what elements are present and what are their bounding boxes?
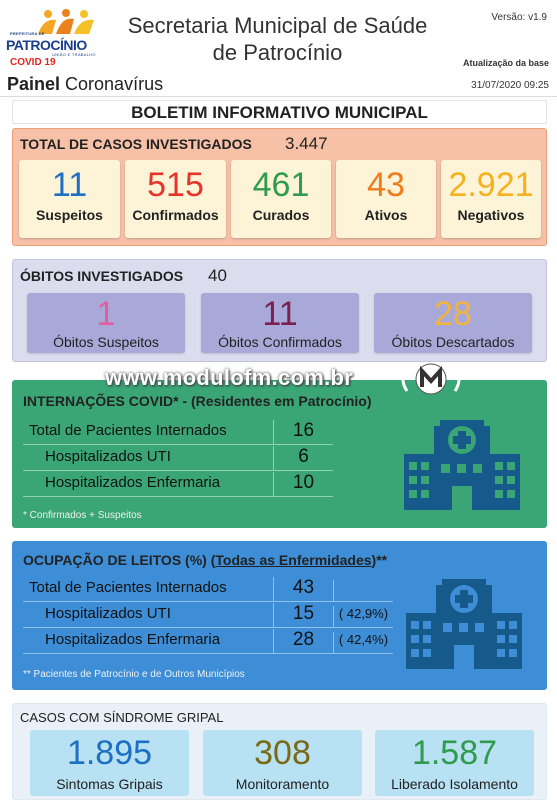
update-label: Atualização da base xyxy=(462,58,549,68)
obitos-total: 40 xyxy=(208,266,227,285)
card-obitos-confirmados-value: 11 xyxy=(262,295,298,333)
leitos-row-label: Total de Pacientes Internados xyxy=(29,579,227,596)
card-negativos-value: 2.921 xyxy=(448,166,534,204)
card-confirmados-label: Confirmados xyxy=(132,207,219,223)
hospital-icon xyxy=(404,420,520,510)
page-title: Secretaria Municipal de Saúde de Patrocí… xyxy=(100,12,455,66)
watermark-text: www.modulofm.com.br xyxy=(105,365,354,390)
leitos-title-a: OCUPAÇÃO DE LEITOS (%) ( xyxy=(23,552,216,568)
watermark: www.modulofm.com.br xyxy=(0,362,557,396)
table-row: Total de Pacientes Internados 43 xyxy=(23,576,393,602)
card-monitoramento-value: 308 xyxy=(254,734,311,772)
card-negativos-label: Negativos xyxy=(457,207,525,223)
card-confirmados-value: 515 xyxy=(147,166,204,204)
obitos-panel: ÓBITOS INVESTIGADOS 40 1 Óbitos Suspeito… xyxy=(12,259,547,362)
logo-tagline: UNIÃO E TRABALHO xyxy=(52,52,96,57)
table-row: Total de Pacientes Internados 16 xyxy=(23,419,333,445)
internacoes-title: INTERNAÇÕES COVID* - (Residentes em Patr… xyxy=(23,393,372,409)
card-obitos-confirmados[interactable]: 11 Óbitos Confirmados xyxy=(201,293,359,353)
card-suspeitos[interactable]: 11 Suspeitos xyxy=(19,160,120,238)
leitos-row-value: 15 xyxy=(273,603,333,628)
page-title-line1: Secretaria Municipal de Saúde xyxy=(127,13,428,38)
card-monitoramento-label: Monitoramento xyxy=(235,776,330,792)
card-obitos-suspeitos-value: 1 xyxy=(96,295,116,333)
card-ativos-value: 43 xyxy=(367,166,405,204)
internacoes-note: * Confirmados + Suspeitos xyxy=(23,510,142,521)
card-obitos-confirmados-label: Óbitos Confirmados xyxy=(218,334,342,350)
leitos-note: ** Pacientes de Patrocínio e de Outros M… xyxy=(23,669,245,680)
table-row: Hospitalizados UTI 6 xyxy=(23,445,333,471)
card-suspeitos-value: 11 xyxy=(51,166,88,204)
leitos-title-b: )** xyxy=(371,552,388,568)
internacoes-table: Total de Pacientes Internados 16 Hospita… xyxy=(23,419,333,501)
header-divider xyxy=(0,96,557,97)
internacoes-row-value: 10 xyxy=(273,472,333,497)
people-logo-icon xyxy=(38,9,94,34)
card-obitos-descartados[interactable]: 28 Óbitos Descartados xyxy=(374,293,532,353)
card-sintomas-gripais[interactable]: 1.895 Sintomas Gripais xyxy=(30,730,189,796)
card-obitos-descartados-label: Óbitos Descartados xyxy=(391,334,515,350)
radio-logo-icon xyxy=(401,363,461,395)
bulletin-title: BOLETIM INFORMATIVO MUNICIPAL xyxy=(12,100,547,124)
card-sintomas-gripais-label: Sintomas Gripais xyxy=(56,776,163,792)
leitos-row-pct xyxy=(333,580,393,602)
internacoes-row-label: Hospitalizados UTI xyxy=(45,448,171,465)
card-obitos-suspeitos[interactable]: 1 Óbitos Suspeitos xyxy=(27,293,185,353)
logo-covid-text: COVID 19 xyxy=(10,57,56,68)
card-liberado-isolamento-value: 1.587 xyxy=(411,734,498,772)
version-label: Versão: v1.9 xyxy=(491,12,547,23)
leitos-title-link[interactable]: Todas as Enfermidades xyxy=(215,552,372,568)
card-negativos[interactable]: 2.921 Negativos xyxy=(441,160,541,238)
leitos-table: Total de Pacientes Internados 43 Hospita… xyxy=(23,576,393,658)
leitos-row-label: Hospitalizados Enfermaria xyxy=(45,631,221,648)
leitos-row-value: 28 xyxy=(273,629,333,654)
leitos-panel: OCUPAÇÃO DE LEITOS (%) (Todas as Enfermi… xyxy=(12,541,547,690)
table-row: Hospitalizados UTI 15 ( 42,9%) xyxy=(23,602,393,628)
leitos-row-pct: ( 42,9%) xyxy=(333,606,393,628)
leitos-row-pct: ( 42,4%) xyxy=(333,632,393,654)
card-obitos-suspeitos-label: Óbitos Suspeitos xyxy=(53,334,159,350)
sindrome-title: CASOS COM SÍNDROME GRIPAL xyxy=(20,710,224,725)
logo-city-name: PATROCÍNIO xyxy=(6,37,87,53)
card-ativos[interactable]: 43 Ativos xyxy=(336,160,436,238)
card-sintomas-gripais-value: 1.895 xyxy=(66,734,153,772)
casos-title: TOTAL DE CASOS INVESTIGADOS xyxy=(20,136,252,152)
painel-title-bold: Painel xyxy=(7,74,61,94)
update-datetime: 31/07/2020 09:25 xyxy=(471,80,549,91)
page-title-line2: de Patrocínio xyxy=(212,40,343,65)
internacoes-row-label: Total de Pacientes Internados xyxy=(29,422,227,439)
painel-title: Painel Coronavírus xyxy=(7,74,163,95)
hospital-icon xyxy=(406,579,522,669)
card-obitos-descartados-value: 28 xyxy=(434,295,472,333)
obitos-title: ÓBITOS INVESTIGADOS xyxy=(20,268,184,284)
leitos-title: OCUPAÇÃO DE LEITOS (%) (Todas as Enfermi… xyxy=(23,552,387,568)
internacoes-row-value: 16 xyxy=(273,420,333,445)
painel-title-rest: Coronavírus xyxy=(60,74,164,94)
leitos-row-label: Hospitalizados UTI xyxy=(45,605,171,622)
internacoes-row-value: 6 xyxy=(273,446,333,471)
prefeitura-logo: PREFEITURA DE PATROCÍNIO UNIÃO E TRABALH… xyxy=(4,6,100,70)
card-curados-label: Curados xyxy=(252,207,310,223)
casos-panel: TOTAL DE CASOS INVESTIGADOS 3.447 11 Sus… xyxy=(12,128,547,246)
internacoes-panel: INTERNAÇÕES COVID* - (Residentes em Patr… xyxy=(12,380,547,528)
card-suspeitos-label: Suspeitos xyxy=(36,207,103,223)
card-curados[interactable]: 461 Curados xyxy=(231,160,331,238)
sindrome-panel: CASOS COM SÍNDROME GRIPAL 1.895 Sintomas… xyxy=(12,703,547,800)
card-ativos-label: Ativos xyxy=(364,207,408,223)
leitos-row-value: 43 xyxy=(273,577,333,602)
card-curados-value: 461 xyxy=(252,166,310,204)
table-row: Hospitalizados Enfermaria 10 xyxy=(23,471,333,497)
card-confirmados[interactable]: 515 Confirmados xyxy=(125,160,226,238)
header: PREFEITURA DE PATROCÍNIO UNIÃO E TRABALH… xyxy=(0,0,557,97)
card-monitoramento[interactable]: 308 Monitoramento xyxy=(203,730,362,796)
card-liberado-isolamento[interactable]: 1.587 Liberado Isolamento xyxy=(375,730,534,796)
table-row: Hospitalizados Enfermaria 28 ( 42,4%) xyxy=(23,628,393,654)
card-liberado-isolamento-label: Liberado Isolamento xyxy=(391,776,518,792)
logo-prefeitura-text: PREFEITURA DE xyxy=(10,31,45,36)
internacoes-row-label: Hospitalizados Enfermaria xyxy=(45,474,221,491)
casos-total: 3.447 xyxy=(285,134,328,153)
